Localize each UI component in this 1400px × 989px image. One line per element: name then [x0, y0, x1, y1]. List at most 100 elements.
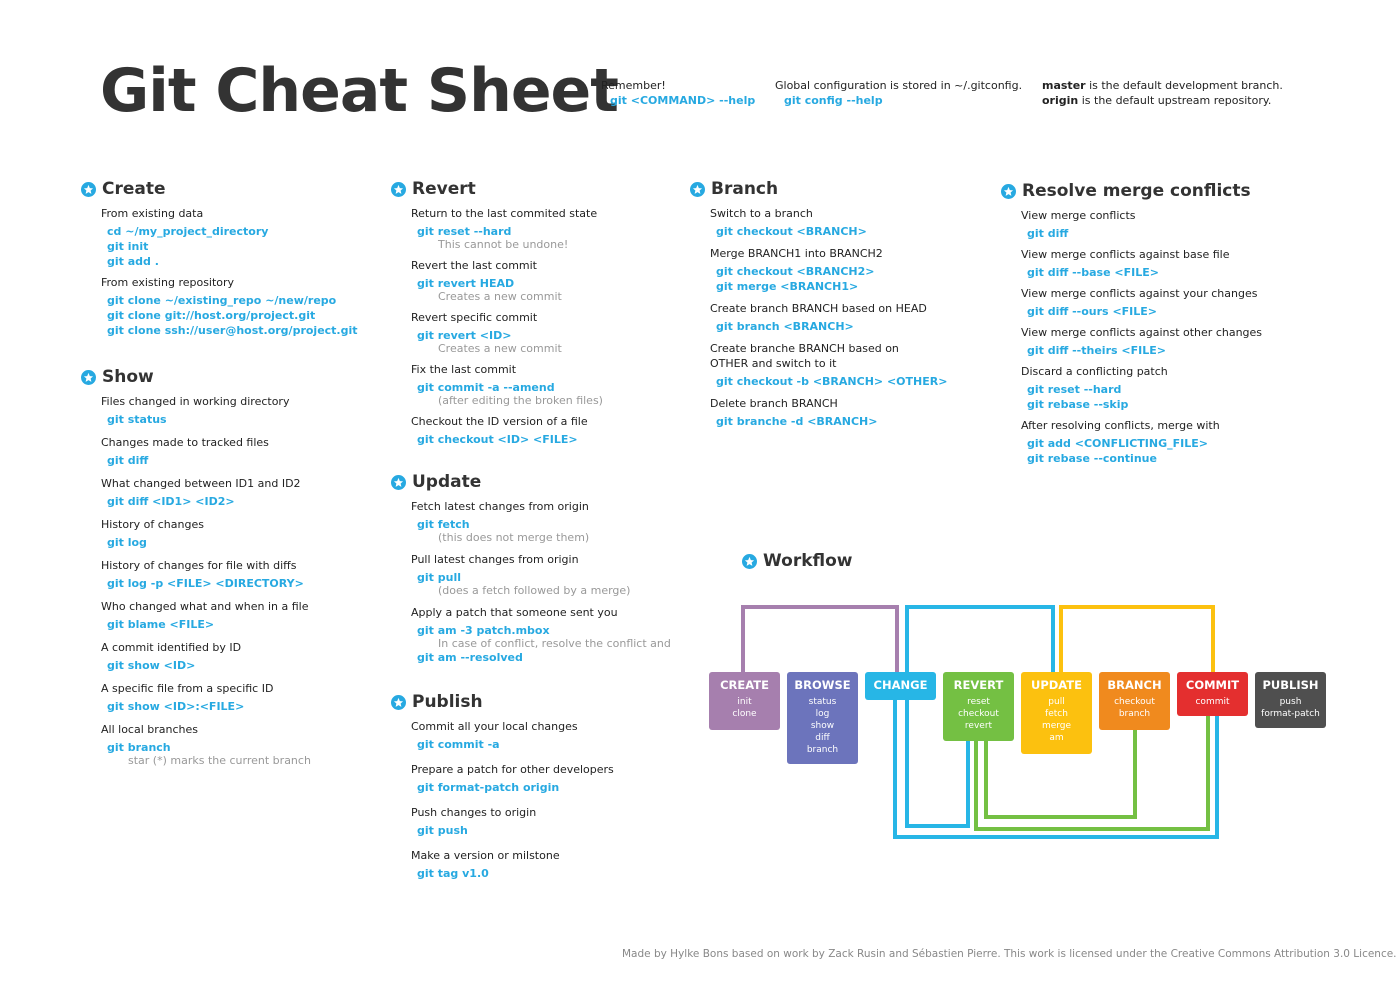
workflow-command: show [810, 721, 835, 731]
publish-item: Prepare a patch for other developers git … [411, 762, 681, 795]
resolve-item: Discard a conflicting patch git reset --h… [1021, 364, 1311, 412]
workflow-header: Workflow [742, 550, 962, 572]
git-command: git show <ID>:<FILE> [107, 700, 245, 713]
change-loop-top [905, 605, 1055, 672]
workflow-box-title: CREATE [720, 678, 769, 692]
git-command: git pull [417, 571, 461, 584]
workflow-box-commands: init clone [709, 696, 780, 720]
origin-label: origin [1042, 94, 1079, 107]
help-note: Remember! git <COMMAND> --help [601, 78, 755, 108]
branch-item: Create branch BRANCH based on HEAD git br… [710, 301, 980, 334]
item-description: Files changed in working directory [101, 395, 290, 408]
command-hint: (after editing the broken files) [438, 394, 603, 407]
workflow-title: Workflow [763, 551, 853, 571]
workflow-command: merge [1041, 721, 1072, 731]
git-command: git blame <FILE> [107, 618, 215, 631]
resolve-item: View merge conflicts against other chang… [1021, 325, 1311, 358]
item-description: View merge conflicts [1021, 209, 1136, 222]
command-hint: Creates a new commit [438, 290, 562, 303]
git-command: git am --resolved [417, 651, 523, 664]
workflow-box-title: REVERT [953, 678, 1004, 692]
revert-item: Checkout the ID version of a file git che… [411, 414, 681, 447]
section-create: Create From existing data cd ~/my_project_… [81, 178, 371, 338]
item-description: A specific file from a specific ID [101, 682, 274, 695]
command-hint: In case of conflict, resolve the conflic… [438, 637, 671, 650]
git-command: git fetch [417, 518, 470, 531]
resolve-item: After resolving conflicts, merge with git… [1021, 418, 1311, 466]
git-command: git add . [107, 255, 159, 268]
git-command: git diff [1027, 227, 1069, 240]
workflow-command: checkout [958, 709, 999, 719]
section-branch: Branch Switch to a branch git checkout <BR… [690, 178, 980, 429]
git-command: git branche -d <BRANCH> [716, 415, 878, 428]
create-title: Create [102, 179, 166, 199]
workflow-command: format-patch [1261, 709, 1320, 719]
workflow-box-title: PUBLISH [1262, 678, 1319, 692]
update-item: git am --resolved [411, 650, 681, 665]
workflow-box-create: CREATE init clone [709, 672, 780, 730]
git-command: git show <ID> [107, 659, 196, 672]
revert-loop-outer [974, 716, 1210, 831]
show-item: A specific file from a specific ID git sh… [101, 681, 371, 714]
update-loop [1059, 605, 1215, 672]
git-command: git revert HEAD [417, 277, 515, 290]
show-item: What changed between ID1 and ID2 git diff… [101, 476, 371, 509]
workflow-box-browse: BROWSE status log show diff branch [787, 672, 858, 764]
git-command: git checkout -b <BRANCH> <OTHER> [716, 375, 948, 388]
git-command: git clone git://host.org/project.git [107, 309, 316, 322]
origin-text: is the default upstream repository. [1078, 94, 1272, 107]
workflow-box-title: UPDATE [1030, 678, 1083, 692]
change-loop-bottom-outer [893, 700, 1219, 839]
git-command: git diff --base <FILE> [1027, 266, 1159, 279]
revert-item: Revert specific commit git revert <ID> Cre… [411, 310, 681, 355]
revert-item: Fix the last commit git commit -a --amend… [411, 362, 681, 407]
star-icon [690, 181, 705, 197]
git-command: git rebase --continue [1027, 452, 1157, 465]
workflow-box-change: CHANGE [865, 672, 936, 700]
help-note-cmd: git <COMMAND> --help [610, 94, 756, 107]
star-icon [391, 694, 406, 710]
git-command: git diff <ID1> <ID2> [107, 495, 235, 508]
git-command: git checkout <BRANCH> [716, 225, 867, 238]
git-command: git branch <BRANCH> [716, 320, 854, 333]
config-note-cmd: git config --help [784, 94, 883, 107]
star-icon [742, 553, 757, 569]
publish-item: Make a version or milstone git tag v1.0 [411, 848, 681, 881]
git-command: git log [107, 536, 147, 549]
item-description: Switch to a branch [710, 207, 813, 220]
branch-header: Branch [690, 178, 980, 200]
item-description: Merge BRANCH1 into BRANCH2 [710, 247, 883, 260]
workflow-box-publish: PUBLISH push format-patch [1255, 672, 1326, 728]
section-revert: Revert Return to the last commited state g… [391, 178, 681, 447]
item-description: History of changes for file with diffs [101, 559, 297, 572]
item-description: From existing data [101, 207, 204, 220]
create-header: Create [81, 178, 371, 200]
item-description: All local branches [101, 723, 198, 736]
branch-item: Delete branch BRANCH git branche -d <BRAN… [710, 396, 980, 429]
item-description: Fetch latest changes from origin [411, 500, 589, 513]
git-command: git checkout <ID> <FILE> [417, 433, 578, 446]
item-description: Checkout the ID version of a file [411, 415, 588, 428]
git-command: git diff [107, 454, 149, 467]
item-description: Push changes to origin [411, 806, 537, 819]
workflow-command: fetch [1045, 709, 1068, 719]
revert-loop-inner [984, 730, 1137, 819]
branch-item: Switch to a branch git checkout <BRANCH> [710, 206, 980, 239]
command-hint: star (*) marks the current branch [128, 754, 311, 767]
command-hint: (does a fetch followed by a merge) [438, 584, 631, 597]
resolve-title: Resolve merge conflicts [1022, 181, 1251, 201]
item-description: Pull latest changes from origin [411, 553, 579, 566]
git-command: git add <CONFLICTING_FILE> [1027, 437, 1208, 450]
git-command: git init [107, 240, 149, 253]
show-item: Changes made to tracked files git diff [101, 435, 371, 468]
git-command: git format-patch origin [417, 781, 560, 794]
item-description: Delete branch BRANCH [710, 397, 838, 410]
show-title: Show [102, 367, 154, 387]
workflow-command: reset [967, 697, 990, 707]
item-description: Commit all your local changes [411, 720, 578, 733]
branch-item: Create branche BRANCH based on OTHER and… [710, 341, 980, 389]
workflow-command: log [815, 709, 830, 719]
command-hint: This cannot be undone! [438, 238, 569, 251]
workflow-command: am [1049, 733, 1064, 743]
git-command: git commit -a [417, 738, 500, 751]
